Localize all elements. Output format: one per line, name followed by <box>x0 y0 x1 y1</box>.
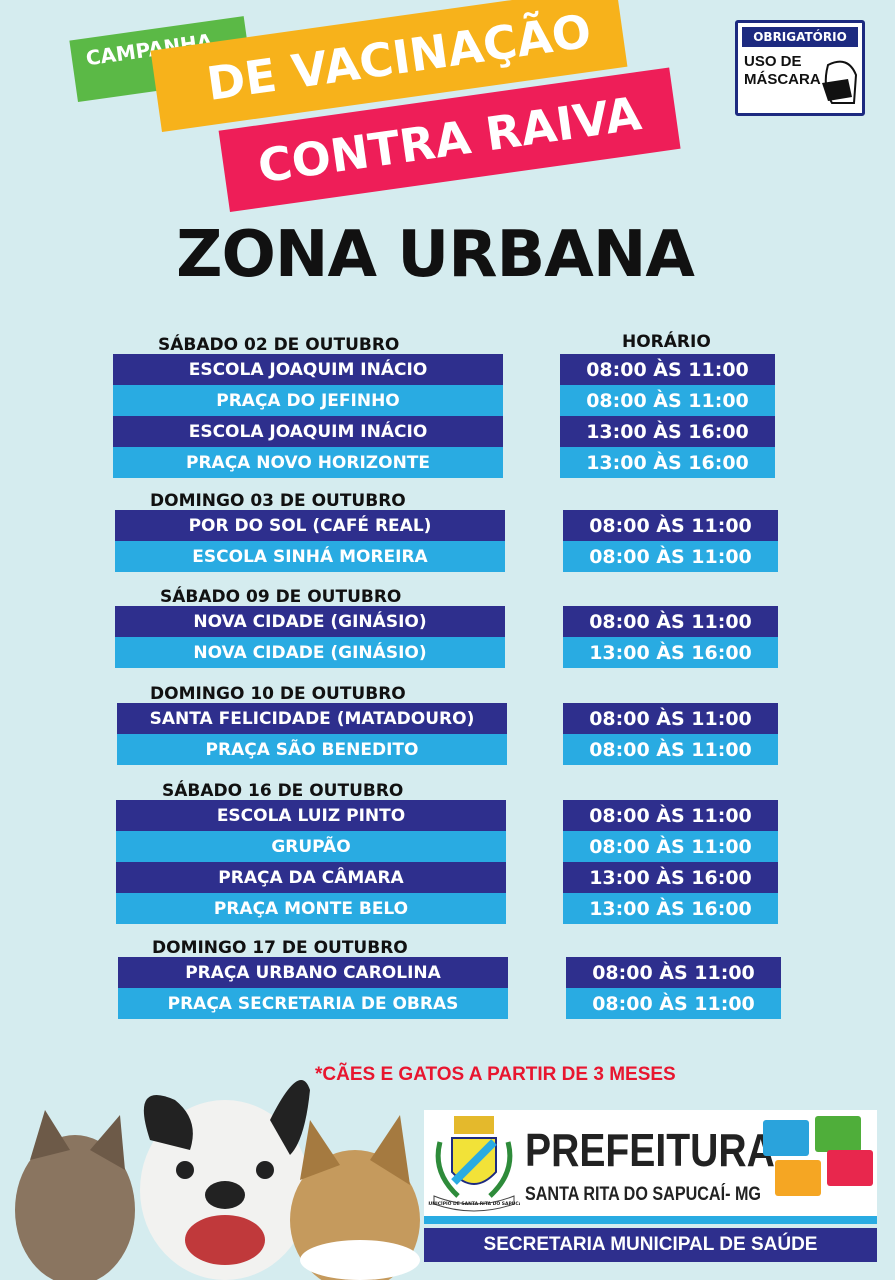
person-icon <box>827 1150 873 1186</box>
time-cell: 13:00 ÀS 16:00 <box>560 447 775 478</box>
coat-of-arms-icon: MUNICÍPIO DE SANTA RITA DO SAPUCAÍ <box>428 1116 520 1212</box>
time-cell: 08:00 ÀS 11:00 <box>563 831 778 862</box>
location-cell: ESCOLA JOAQUIM INÁCIO <box>113 354 503 385</box>
city-hall-name: PREFEITURA <box>525 1124 775 1176</box>
day-header: SÁBADO 09 DE OUTUBRO <box>160 587 402 607</box>
page-title: ZONA URBANA <box>176 218 695 292</box>
divider <box>424 1216 877 1224</box>
location-cell: PRAÇA DA CÂMARA <box>116 862 506 893</box>
day-header: SÁBADO 16 DE OUTUBRO <box>162 781 404 801</box>
mask-sign-text: USO DE MÁSCARA <box>744 53 821 88</box>
time-column-header: HORÁRIO <box>622 332 711 352</box>
face-mask-icon <box>822 60 858 104</box>
tree-icon <box>775 1160 821 1196</box>
time-cell: 08:00 ÀS 11:00 <box>563 510 778 541</box>
location-cell: POR DO SOL (CAFÉ REAL) <box>115 510 505 541</box>
location-cell: PRAÇA DO JEFINHO <box>113 385 503 416</box>
location-cell: PRAÇA SÃO BENEDITO <box>117 734 507 765</box>
mask-sign-title: OBRIGATÓRIO <box>742 27 858 47</box>
time-cell: 08:00 ÀS 11:00 <box>563 703 778 734</box>
pets-image <box>15 1080 420 1280</box>
mask-required-sign: OBRIGATÓRIO USO DE MÁSCARA <box>735 20 865 116</box>
time-cell: 13:00 ÀS 16:00 <box>563 637 778 668</box>
location-cell: SANTA FELICIDADE (MATADOURO) <box>117 703 507 734</box>
time-cell: 08:00 ÀS 11:00 <box>566 988 781 1019</box>
location-cell: PRAÇA MONTE BELO <box>116 893 506 924</box>
location-cell: PRAÇA NOVO HORIZONTE <box>113 447 503 478</box>
coat-of-arms-text: MUNICÍPIO DE SANTA RITA DO SAPUCAÍ <box>428 1199 520 1207</box>
stethoscope-icon <box>763 1120 809 1156</box>
location-cell: GRUPÃO <box>116 831 506 862</box>
location-cell: PRAÇA URBANO CAROLINA <box>118 957 508 988</box>
time-cell: 08:00 ÀS 11:00 <box>566 957 781 988</box>
time-cell: 13:00 ÀS 16:00 <box>560 416 775 447</box>
time-cell: 08:00 ÀS 11:00 <box>563 734 778 765</box>
day-header: DOMINGO 03 DE OUTUBRO <box>150 491 406 511</box>
location-cell: ESCOLA LUIZ PINTO <box>116 800 506 831</box>
city-name: SANTA RITA DO SAPUCAÍ- MG <box>525 1184 761 1205</box>
location-cell: ESCOLA JOAQUIM INÁCIO <box>113 416 503 447</box>
time-cell: 13:00 ÀS 16:00 <box>563 893 778 924</box>
day-header: DOMINGO 10 DE OUTUBRO <box>150 684 406 704</box>
time-cell: 08:00 ÀS 11:00 <box>563 800 778 831</box>
time-cell: 08:00 ÀS 11:00 <box>563 606 778 637</box>
day-header: DOMINGO 17 DE OUTUBRO <box>152 938 408 958</box>
day-header: SÁBADO 02 DE OUTUBRO <box>158 335 400 355</box>
age-note: *CÃES E GATOS A PARTIR DE 3 MESES <box>315 1064 676 1085</box>
location-cell: NOVA CIDADE (GINÁSIO) <box>115 606 505 637</box>
sun-icon <box>815 1116 861 1152</box>
time-cell: 08:00 ÀS 11:00 <box>560 385 775 416</box>
time-cell: 13:00 ÀS 16:00 <box>563 862 778 893</box>
location-cell: PRAÇA SECRETARIA DE OBRAS <box>118 988 508 1019</box>
location-cell: ESCOLA SINHÁ MOREIRA <box>115 541 505 572</box>
location-cell: NOVA CIDADE (GINÁSIO) <box>115 637 505 668</box>
time-cell: 08:00 ÀS 11:00 <box>563 541 778 572</box>
department-name: SECRETARIA MUNICIPAL DE SAÚDE <box>424 1228 877 1262</box>
time-cell: 08:00 ÀS 11:00 <box>560 354 775 385</box>
